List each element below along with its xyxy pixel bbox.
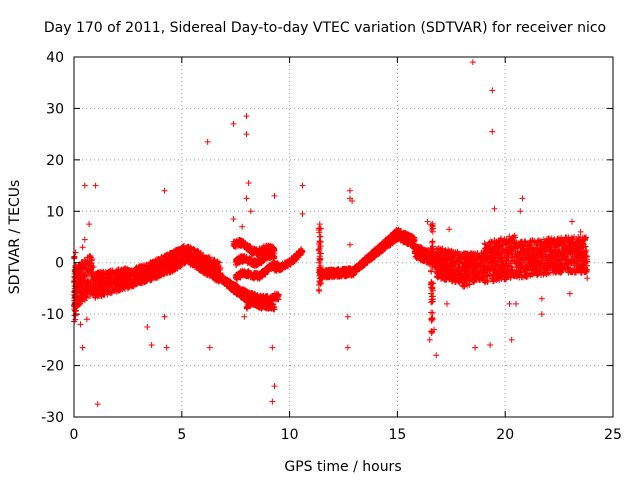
- grid: [74, 57, 613, 417]
- chart-title: Day 170 of 2011, Sidereal Day-to-day VTE…: [44, 20, 606, 36]
- data-marks: [71, 59, 590, 407]
